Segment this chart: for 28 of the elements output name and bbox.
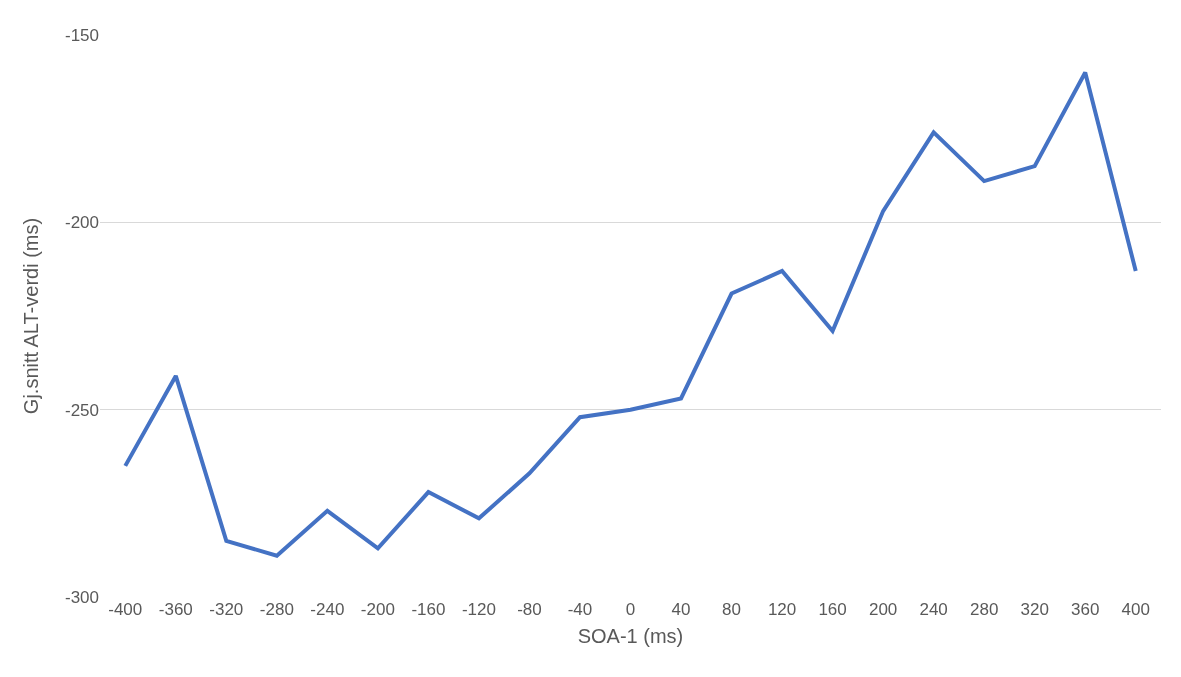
x-tick-label: 320	[1020, 600, 1049, 619]
x-tick-label: 400	[1121, 600, 1150, 619]
x-tick-label: 0	[625, 600, 636, 619]
x-axis-title: SOA-1 (ms)	[577, 624, 684, 647]
y-axis-title: Gj.snitt ALT-verdi (ms)	[20, 217, 43, 415]
y-tick-label: -300	[64, 587, 99, 607]
x-tick-label: 240	[919, 600, 948, 619]
y-tick-label: -200	[64, 213, 99, 233]
y-tick-label: -250	[64, 400, 99, 420]
x-tick-label: -40	[567, 600, 593, 619]
x-tick-label: -280	[259, 600, 294, 619]
x-tick-label: 160	[818, 600, 847, 619]
x-tick-label: 80	[722, 600, 742, 619]
x-tick-label: -120	[461, 600, 496, 619]
x-tick-label: -400	[108, 600, 143, 619]
x-tick-label: 40	[671, 600, 691, 619]
x-tick-label: -320	[209, 600, 244, 619]
y-tick-label: -150	[64, 25, 99, 45]
x-tick-label: -240	[310, 600, 345, 619]
x-tick-label: 200	[868, 600, 898, 619]
x-tick-label: 280	[969, 600, 999, 619]
line-series	[123, 70, 1138, 558]
x-tick-label: -360	[158, 600, 193, 619]
x-tick-label: -200	[360, 600, 395, 619]
x-tick-label: 120	[767, 600, 797, 619]
x-tick-label: 360	[1071, 600, 1100, 619]
x-tick-label: -80	[517, 600, 542, 619]
x-tick-label: -160	[411, 600, 446, 619]
